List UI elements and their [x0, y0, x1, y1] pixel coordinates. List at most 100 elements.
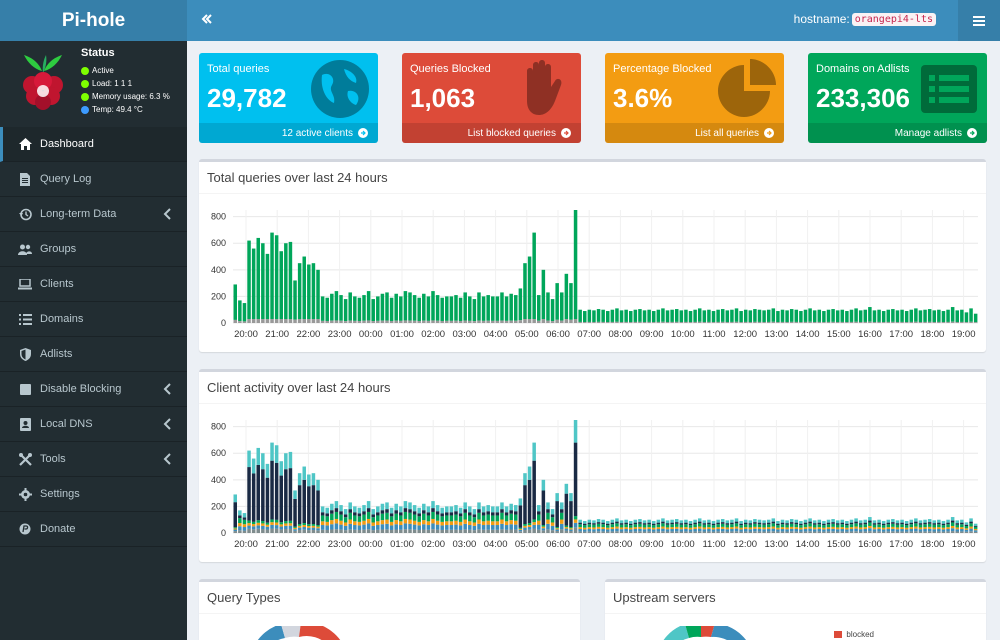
- bar-blocked[interactable]: [472, 321, 477, 323]
- bar-permitted[interactable]: [950, 307, 955, 322]
- bar-segment[interactable]: [279, 461, 283, 476]
- bar-segment[interactable]: [693, 522, 697, 525]
- bar-blocked[interactable]: [720, 321, 725, 323]
- bar-segment[interactable]: [468, 506, 472, 513]
- bar-blocked[interactable]: [826, 321, 831, 323]
- bar-segment[interactable]: [679, 531, 684, 533]
- bar-segment[interactable]: [394, 510, 398, 514]
- bar-segment[interactable]: [891, 528, 895, 532]
- bar-segment[interactable]: [702, 529, 707, 532]
- bar-permitted[interactable]: [909, 309, 914, 322]
- bar-segment[interactable]: [863, 524, 868, 528]
- bar-segment[interactable]: [840, 524, 845, 528]
- bar-segment[interactable]: [550, 522, 555, 526]
- bar-blocked[interactable]: [766, 321, 771, 323]
- bar-segment[interactable]: [693, 519, 697, 523]
- bar-blocked[interactable]: [785, 321, 789, 323]
- bar-segment[interactable]: [578, 529, 582, 532]
- bar-segment[interactable]: [904, 529, 909, 532]
- bar-blocked[interactable]: [845, 322, 849, 323]
- bar-segment[interactable]: [376, 506, 380, 513]
- bar-segment[interactable]: [891, 526, 895, 529]
- bar-segment[interactable]: [583, 527, 587, 530]
- bar-segment[interactable]: [320, 529, 325, 533]
- bar-segment[interactable]: [362, 529, 366, 533]
- bar-segment[interactable]: [619, 529, 624, 532]
- bar-segment[interactable]: [477, 519, 481, 524]
- bar-blocked[interactable]: [628, 322, 633, 323]
- bar-permitted[interactable]: [670, 309, 674, 322]
- bar-segment[interactable]: [463, 502, 467, 510]
- bar-segment[interactable]: [895, 531, 900, 533]
- bar-segment[interactable]: [812, 527, 817, 530]
- bar-segment[interactable]: [776, 531, 780, 533]
- bar-segment[interactable]: [468, 521, 472, 526]
- bar-permitted[interactable]: [739, 311, 743, 323]
- sidebar-item-long-term-data[interactable]: Long-term Data: [0, 197, 187, 232]
- bar-segment[interactable]: [445, 521, 449, 526]
- bar-permitted[interactable]: [233, 284, 237, 320]
- bar-segment[interactable]: [780, 531, 785, 533]
- bar-segment[interactable]: [348, 502, 352, 510]
- bar-segment[interactable]: [394, 503, 398, 511]
- bar-segment[interactable]: [647, 529, 651, 532]
- bar-segment[interactable]: [789, 523, 794, 527]
- bar-segment[interactable]: [238, 515, 242, 519]
- bar-blocked[interactable]: [969, 321, 973, 323]
- bar-segment[interactable]: [320, 525, 325, 530]
- bar-segment[interactable]: [937, 519, 941, 523]
- bar-segment[interactable]: [858, 524, 863, 528]
- bar-segment[interactable]: [422, 524, 426, 530]
- bar-segment[interactable]: [486, 511, 490, 515]
- bar-permitted[interactable]: [661, 308, 665, 322]
- bar-permitted[interactable]: [808, 308, 812, 322]
- bar-segment[interactable]: [376, 512, 380, 516]
- bar-segment[interactable]: [449, 506, 454, 513]
- bar-segment[interactable]: [458, 525, 463, 530]
- bar-segment[interactable]: [555, 527, 559, 529]
- bar-segment[interactable]: [665, 529, 670, 532]
- bar-blocked[interactable]: [642, 321, 647, 323]
- bar-segment[interactable]: [684, 522, 688, 525]
- bar-permitted[interactable]: [523, 263, 527, 320]
- bar-segment[interactable]: [615, 528, 619, 532]
- bar-segment[interactable]: [320, 521, 325, 526]
- bar-segment[interactable]: [969, 531, 973, 533]
- bar-blocked[interactable]: [753, 321, 757, 323]
- bar-blocked[interactable]: [656, 321, 661, 323]
- bar-blocked[interactable]: [596, 321, 601, 323]
- bar-segment[interactable]: [771, 521, 776, 524]
- bar-segment[interactable]: [504, 529, 509, 533]
- bar-permitted[interactable]: [725, 310, 730, 322]
- bar-blocked[interactable]: [771, 321, 776, 323]
- bar-segment[interactable]: [684, 529, 688, 532]
- bar-segment[interactable]: [762, 531, 766, 533]
- sidebar-item-domains[interactable]: Domains: [0, 302, 187, 337]
- bar-segment[interactable]: [247, 520, 251, 524]
- bar-segment[interactable]: [849, 531, 854, 533]
- bar-blocked[interactable]: [964, 322, 969, 323]
- bar-segment[interactable]: [339, 524, 343, 530]
- bar-segment[interactable]: [486, 505, 490, 512]
- bar-segment[interactable]: [514, 529, 518, 533]
- bar-blocked[interactable]: [877, 321, 881, 323]
- bar-segment[interactable]: [412, 511, 417, 515]
- bar-segment[interactable]: [380, 503, 385, 511]
- bar-segment[interactable]: [927, 519, 932, 523]
- bar-segment[interactable]: [316, 530, 320, 533]
- bar-blocked[interactable]: [895, 321, 900, 323]
- bar-segment[interactable]: [771, 531, 776, 533]
- bar-segment[interactable]: [789, 519, 794, 523]
- bar-segment[interactable]: [293, 527, 297, 530]
- bar-blocked[interactable]: [615, 321, 619, 323]
- bar-segment[interactable]: [316, 526, 320, 529]
- bar-segment[interactable]: [661, 523, 665, 527]
- bar-segment[interactable]: [923, 522, 927, 525]
- bar-blocked[interactable]: [500, 320, 504, 323]
- bar-segment[interactable]: [242, 519, 247, 525]
- bar-segment[interactable]: [592, 523, 596, 525]
- bar-permitted[interactable]: [688, 311, 693, 323]
- bar-segment[interactable]: [481, 525, 486, 530]
- bar-blocked[interactable]: [688, 322, 693, 323]
- bar-segment[interactable]: [353, 525, 357, 530]
